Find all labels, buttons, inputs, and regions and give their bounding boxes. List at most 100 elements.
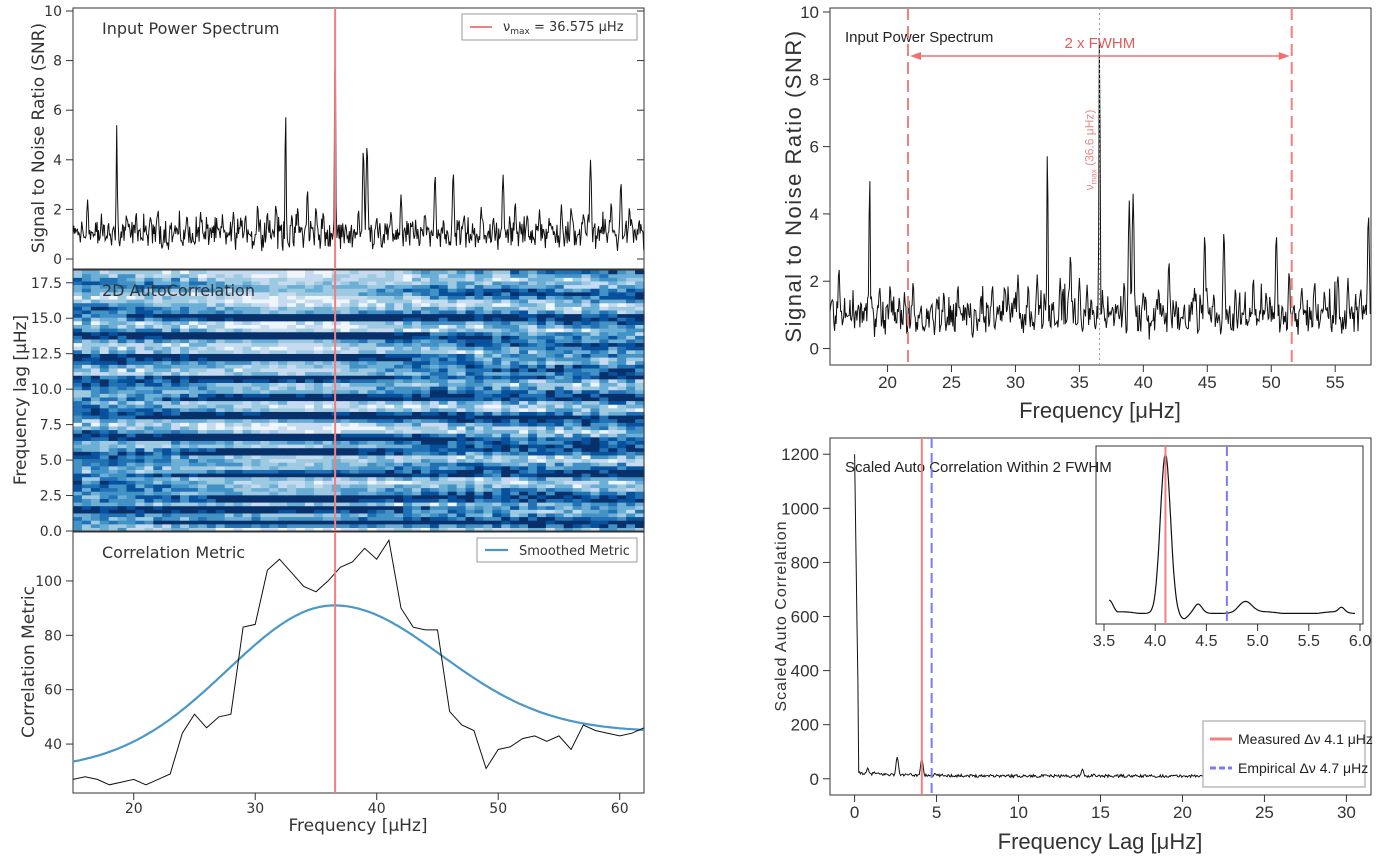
lm-heat-cell — [224, 295, 235, 300]
lm-heat-cell — [545, 277, 556, 282]
lm-heat-cell — [251, 491, 261, 496]
lm-heat-cell — [528, 313, 538, 318]
lm-heat-cell — [206, 342, 217, 347]
lm-heat-cell — [188, 483, 199, 489]
lm-heat-cell — [287, 299, 297, 304]
lm-heat-cell — [126, 502, 137, 507]
lm-heat-cell — [563, 295, 574, 300]
lm-heat-cell — [153, 465, 163, 470]
lm-heat-cell — [206, 502, 217, 507]
lm-heat-cell — [492, 516, 502, 521]
lm-heat-cell — [545, 288, 556, 293]
lm-heat-cell — [420, 302, 431, 307]
lm-heat-cell — [269, 324, 279, 329]
lm-heat-cell — [358, 440, 369, 445]
lm-heat-cell — [126, 418, 137, 423]
lm-heat-cell — [260, 469, 270, 474]
lm-heat-cell — [304, 462, 315, 467]
lm-heat-cell — [456, 309, 467, 315]
lm-heat-cell — [581, 436, 592, 441]
lm-heat-cell — [313, 277, 324, 282]
lm-heat-cell — [581, 404, 592, 409]
lm-heat-cell — [153, 338, 163, 344]
lm-heat-cell — [474, 338, 484, 344]
lm-heat-cell — [215, 273, 226, 278]
lm-heat-cell — [438, 295, 449, 300]
lm-heat-cell — [162, 324, 172, 329]
lm-heat-cell — [233, 407, 244, 412]
lm-heat-cell — [528, 494, 538, 499]
lm-heat-cell — [599, 270, 609, 275]
lm-heat-cell — [188, 400, 199, 405]
lm-heat-cell — [429, 498, 440, 503]
lm-heat-cell — [322, 360, 333, 365]
lm-heat-cell — [251, 375, 261, 380]
lm-heat-cell — [617, 425, 627, 431]
lm-heat-cell — [447, 462, 458, 467]
lm-heat-cell — [367, 473, 377, 478]
lm-heat-cell — [331, 505, 342, 510]
lm-heat-cell — [519, 328, 529, 333]
lm-heat-cell — [81, 324, 92, 329]
lm-heat-cell — [287, 324, 297, 329]
lm-heat-cell — [403, 429, 413, 434]
lm-heat-cell — [474, 512, 484, 518]
lm-heat-cell — [554, 346, 565, 351]
lm-heat-cell — [349, 509, 360, 514]
lm-heat-cell — [438, 451, 449, 456]
lm-heat-cell — [251, 288, 261, 293]
lm-heat-cell — [385, 509, 395, 514]
lm-heat-cell — [296, 454, 306, 460]
lm-heat-cell — [322, 317, 333, 322]
lm-heat-cell — [358, 523, 369, 528]
lm-heat-cell — [73, 328, 83, 333]
lm-heat-cell — [465, 512, 476, 518]
lm-heat-cell — [438, 415, 449, 420]
lm-heat-cell — [108, 320, 119, 325]
lm-heat-cell — [519, 523, 529, 528]
lm-heat-cell — [278, 433, 288, 438]
lm-heat-cell — [420, 309, 431, 315]
lm-heat-cell — [287, 295, 297, 300]
lm-heat-cell — [117, 483, 128, 489]
lm-heat-cell — [626, 309, 636, 315]
lm-heat-cell — [296, 320, 306, 325]
lm-heat-cell — [242, 436, 253, 441]
lm-heat-cell — [599, 440, 609, 445]
lm-heat-cell — [438, 270, 449, 275]
lm-heat-cell — [420, 313, 431, 318]
lm-heat-cell — [322, 331, 333, 336]
lm-heat-cell — [635, 291, 645, 296]
lm-heat-cell — [635, 454, 645, 460]
lm-heat-cell — [99, 425, 110, 431]
lm-heat-cell — [420, 491, 431, 496]
lm-heat-cell — [242, 338, 253, 344]
lm-heat-cell — [483, 462, 493, 467]
lm-heat-cell — [581, 444, 592, 449]
lm-heat-cell — [608, 418, 618, 423]
lm-heat-cell — [81, 386, 92, 391]
lm-heat-cell — [73, 280, 83, 286]
lm-heat-cell — [581, 364, 592, 369]
rt-ytick-label: 2 — [810, 272, 819, 291]
lm-heat-cell — [429, 429, 440, 434]
lm-heat-cell — [617, 324, 627, 329]
lm-heat-cell — [242, 342, 253, 347]
lm-heat-cell — [412, 277, 422, 282]
lm-heat-cell — [340, 270, 351, 275]
lm-heat-cell — [572, 491, 583, 496]
lm-heat-cell — [519, 480, 529, 485]
lm-heat-cell — [180, 440, 190, 445]
lm-heat-cell — [242, 444, 253, 449]
lm-heat-cell — [599, 447, 609, 452]
lm-heat-cell — [188, 487, 199, 492]
lm-heat-cell — [501, 436, 511, 441]
lm-heat-cell — [367, 328, 377, 333]
lm-heat-cell — [429, 371, 440, 376]
lm-heat-cell — [126, 396, 137, 402]
lm-heat-cell — [492, 444, 502, 449]
lm-heat-cell — [599, 317, 609, 322]
lm-heat-cell — [180, 400, 190, 405]
lm-heat-cell — [626, 425, 636, 431]
lm-heat-cell — [429, 444, 440, 449]
